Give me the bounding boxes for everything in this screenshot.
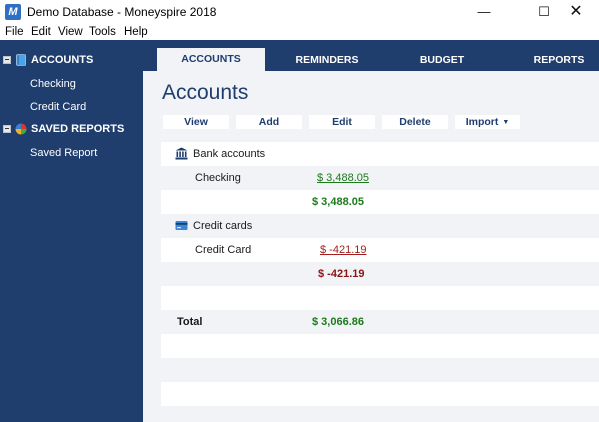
empty-row: [161, 406, 599, 422]
empty-row: [161, 334, 599, 358]
account-name: Credit Card: [195, 244, 252, 256]
app-logo-icon: M: [5, 4, 21, 20]
maximize-button[interactable]: ☐: [538, 4, 550, 19]
total-row: Total $ 3,066.86: [161, 310, 599, 334]
tab-reports[interactable]: REPORTS: [533, 54, 585, 66]
sidebar-item-saved-report[interactable]: Saved Report: [30, 147, 98, 159]
menu-edit[interactable]: Edit: [31, 26, 51, 38]
menu-tools[interactable]: Tools: [89, 26, 116, 38]
table-row[interactable]: Checking $ 3,488.05: [161, 166, 599, 190]
sidebar: ACCOUNTS Checking Credit Card SAVED REPO…: [0, 40, 143, 422]
bank-icon: [175, 147, 188, 160]
credit-subtotal: $ -421.19: [318, 268, 365, 280]
sidebar-item-checking[interactable]: Checking: [30, 78, 76, 90]
account-name: Checking: [195, 172, 241, 184]
sidebar-group-label: SAVED REPORTS: [31, 123, 125, 135]
edit-button[interactable]: Edit: [309, 115, 375, 129]
total-amount: $ 3,066.86: [312, 316, 364, 328]
table-row[interactable]: Credit Card $ -421.19: [161, 238, 599, 262]
section-credit-cards: Credit cards: [161, 214, 599, 238]
close-button[interactable]: ✕: [569, 3, 583, 20]
delete-button[interactable]: Delete: [382, 115, 448, 129]
menu-bar: File Edit View Tools Help: [0, 24, 599, 40]
tab-budget[interactable]: BUDGET: [419, 54, 465, 66]
collapse-toggle-icon[interactable]: [3, 125, 11, 133]
tab-bar: ACCOUNTS REMINDERS BUDGET REPORTS: [143, 40, 599, 71]
subtotal-row: $ 3,488.05: [161, 190, 599, 214]
collapse-toggle-icon[interactable]: [3, 56, 11, 64]
page-title: Accounts: [162, 81, 249, 104]
sidebar-group-accounts[interactable]: ACCOUNTS: [0, 50, 143, 70]
empty-row: [161, 358, 599, 382]
sidebar-group-saved-reports[interactable]: SAVED REPORTS: [0, 119, 143, 139]
section-label: Bank accounts: [193, 148, 266, 160]
tab-reminders[interactable]: REMINDERS: [295, 54, 359, 66]
account-balance-link[interactable]: $ 3,488.05: [317, 172, 369, 184]
window-title: Demo Database - Moneyspire 2018: [27, 5, 217, 19]
minimize-button[interactable]: —: [477, 4, 491, 19]
total-label: Total: [177, 316, 203, 328]
credit-card-icon: [175, 221, 188, 230]
bank-subtotal: $ 3,488.05: [312, 196, 364, 208]
menu-help[interactable]: Help: [124, 26, 148, 38]
menu-file[interactable]: File: [5, 26, 24, 38]
subtotal-row: $ -421.19: [161, 262, 599, 286]
main-panel: ACCOUNTS REMINDERS BUDGET REPORTS Accoun…: [143, 40, 599, 422]
import-button[interactable]: Import ▼: [455, 115, 520, 129]
empty-row: [161, 286, 599, 310]
menu-view[interactable]: View: [58, 26, 83, 38]
account-balance-link[interactable]: $ -421.19: [320, 244, 367, 256]
book-icon: [16, 54, 26, 66]
pie-chart-icon: [15, 123, 27, 135]
section-label: Credit cards: [193, 220, 253, 232]
title-bar: M Demo Database - Moneyspire 2018 — ☐ ✕: [0, 0, 599, 24]
view-button[interactable]: View: [163, 115, 229, 129]
chevron-down-icon: ▼: [502, 119, 510, 126]
empty-row: [161, 382, 599, 406]
section-bank-accounts: Bank accounts: [161, 142, 599, 166]
tab-accounts[interactable]: ACCOUNTS: [157, 48, 265, 71]
sidebar-item-credit-card[interactable]: Credit Card: [30, 101, 87, 113]
sidebar-group-label: ACCOUNTS: [31, 54, 94, 66]
add-button[interactable]: Add: [236, 115, 302, 129]
import-label: Import: [465, 116, 499, 128]
